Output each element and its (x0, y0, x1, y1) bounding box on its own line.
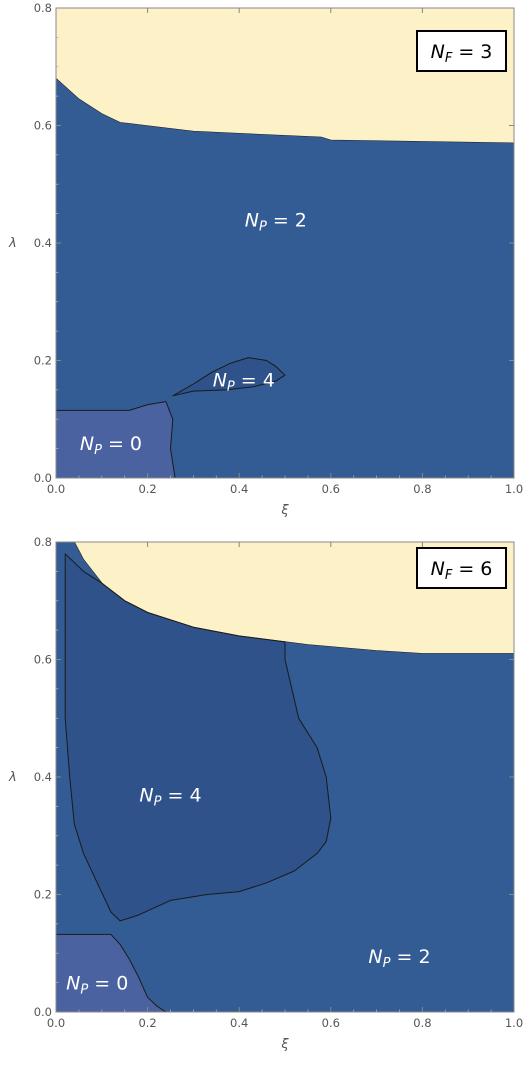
x-tick-label: 0.0 (47, 482, 65, 496)
x-tick-label: 1.0 (505, 482, 523, 496)
y-tick-label: 0.2 (34, 354, 52, 368)
y-tick-label: 0.2 (34, 888, 52, 902)
region-label-0: NP = 4 (139, 785, 201, 810)
region-label-1: NP = 2 (368, 946, 430, 971)
y-tick-label: 0.0 (34, 1005, 52, 1019)
x-tick-label: 0.8 (413, 482, 431, 496)
region-np0 (55, 401, 176, 479)
region-np4 (172, 357, 286, 397)
x-tick-label: 0.4 (230, 1016, 248, 1030)
phase-diagram-nf6: 0.0 0.2 0.4 0.6 0.8 1.0 0.0 0.2 0.4 0.6 0.8 ξ λ NP = … (8, 535, 523, 1052)
y-tick-label: 0.4 (34, 770, 52, 784)
phase-diagram-nf3: 0.0 0.2 0.4 0.6 0.8 1.0 0.0 0.2 0.4 0.6 0.8 ξ λ NP = … (8, 1, 523, 518)
x-tick-label: 0.0 (47, 1016, 65, 1030)
nf-legend-box (416, 547, 507, 589)
y-tick-label: 0.8 (34, 535, 52, 549)
x-tick-label: 1.0 (505, 1016, 523, 1030)
y-axis-label: λ (8, 770, 17, 785)
x-tick-label: 0.8 (413, 1016, 431, 1030)
x-axis-label: ξ (280, 503, 289, 518)
region-unphysical (55, 7, 515, 144)
y-tick-label: 0.8 (34, 1, 52, 15)
nf-legend-label: NF = 3 (431, 41, 493, 66)
region-label-0: NP = 2 (245, 210, 307, 235)
x-tick-label: 0.6 (322, 1016, 340, 1030)
y-axis-label: λ (8, 236, 17, 251)
x-tick-label: 0.6 (322, 482, 340, 496)
region-np0 (55, 933, 167, 1013)
nf-legend-box (416, 30, 507, 72)
x-axis-label: ξ (280, 1037, 289, 1052)
region-np2 (56, 78, 514, 478)
nf-legend-label: NF = 6 (431, 558, 493, 583)
x-tick-label: 0.2 (138, 1016, 156, 1030)
y-tick-label: 0.0 (34, 471, 52, 485)
y-tick-label: 0.6 (34, 119, 52, 133)
x-tick-label: 0.2 (138, 482, 156, 496)
y-tick-label: 0.4 (34, 236, 52, 250)
y-tick-label: 0.6 (34, 653, 52, 667)
region-label-2: NP = 0 (66, 973, 128, 998)
x-tick-label: 0.4 (230, 482, 248, 496)
region-np4 (64, 553, 332, 922)
region-label-1: NP = 4 (213, 369, 275, 394)
region-label-2: NP = 0 (80, 433, 142, 458)
